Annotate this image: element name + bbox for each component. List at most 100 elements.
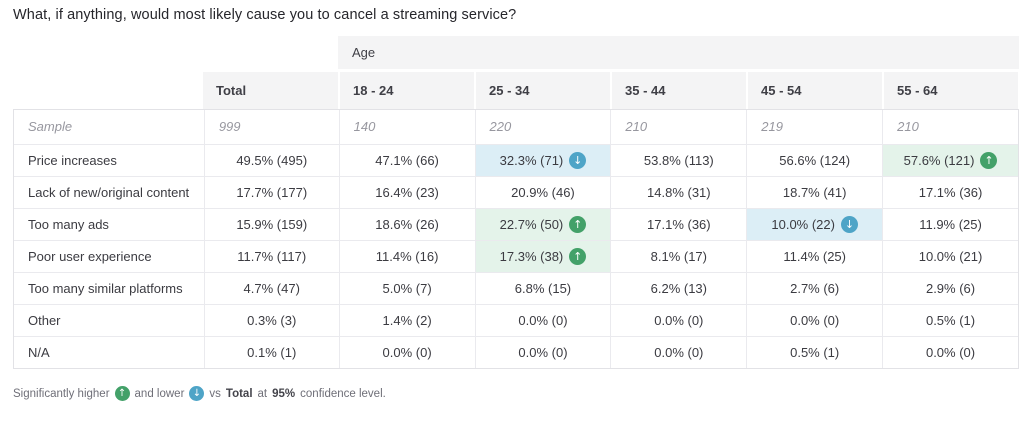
value-cell: 0.5% (1) bbox=[746, 336, 883, 368]
cell-value: 49.5% (495) bbox=[236, 152, 308, 168]
value-cell: 6.2% (13) bbox=[610, 272, 747, 304]
table-body: Sample 999 140 220 210 219 210 Price inc… bbox=[13, 109, 1019, 369]
sample-row-label: Sample bbox=[28, 119, 73, 134]
table-row: Too many similar platforms 4.7% (47) 5.0% … bbox=[14, 272, 1018, 304]
cell-value: 47.1% (66) bbox=[375, 152, 439, 168]
cell-value: 4.7% (47) bbox=[243, 280, 300, 296]
arrow-up-circle-icon: ↑ bbox=[569, 248, 587, 265]
value-cell: 0.1% (1) bbox=[203, 336, 339, 368]
footnote-lower-text: and lower bbox=[134, 387, 185, 400]
footnote-at-text: at bbox=[257, 387, 268, 400]
cell-value: 6.2% (13) bbox=[650, 280, 707, 296]
value-cell: 0.0% (0) bbox=[338, 336, 475, 368]
column-header-total: Total bbox=[203, 72, 338, 109]
cell-value: 1.4% (2) bbox=[382, 312, 432, 328]
cell-value: 57.6% (121) bbox=[903, 152, 975, 168]
table-row: Price increases 49.5% (495) 47.1% (66) 32.3… bbox=[14, 144, 1018, 176]
value-cell: 57.6% (121) ↑ bbox=[882, 144, 1018, 176]
row-label: Lack of new/original content bbox=[14, 176, 204, 208]
cell-value: 0.3% (3) bbox=[247, 312, 297, 328]
cell-value: 0.0% (0) bbox=[654, 312, 704, 328]
significance-footnote: Significantly higher ↑ and lower ↓ vs To… bbox=[13, 386, 1024, 401]
value-cell: 11.9% (25) bbox=[882, 208, 1018, 240]
footnote-confidence-bold: 95% bbox=[272, 387, 296, 400]
column-header-55-64: 55 - 64 bbox=[882, 72, 1018, 109]
value-cell: 11.4% (25) bbox=[746, 240, 883, 272]
sample-value: 219 bbox=[746, 110, 882, 144]
cell-value: 20.9% (46) bbox=[511, 184, 575, 200]
table-row: Too many ads 15.9% (159) 18.6% (26) 22.7% (… bbox=[14, 208, 1018, 240]
value-cell: 6.8% (15) bbox=[474, 272, 611, 304]
value-cell: 8.1% (17) bbox=[610, 240, 747, 272]
value-cell: 4.7% (47) bbox=[203, 272, 339, 304]
cell-value: 17.1% (36) bbox=[918, 184, 983, 200]
cell-value: 0.5% (1) bbox=[925, 312, 976, 328]
value-cell: 10.0% (22) ↓ bbox=[746, 208, 883, 240]
value-cell: 11.4% (16) bbox=[338, 240, 475, 272]
sample-value: 999 bbox=[203, 110, 339, 144]
column-header-45-54: 45 - 54 bbox=[746, 72, 882, 109]
value-cell: 1.4% (2) bbox=[338, 304, 475, 336]
sample-value: 210 bbox=[882, 110, 1018, 144]
table-row: Lack of new/original content 17.7% (177) 1… bbox=[14, 176, 1018, 208]
value-cell: 0.0% (0) bbox=[610, 336, 747, 368]
value-cell: 22.7% (50) ↑ bbox=[474, 208, 611, 240]
value-cell: 47.1% (66) bbox=[338, 144, 475, 176]
cell-value: 11.4% (16) bbox=[375, 248, 439, 264]
cell-value: 14.8% (31) bbox=[647, 184, 711, 200]
row-label: Too many ads bbox=[14, 208, 204, 240]
row-label: Price increases bbox=[14, 144, 204, 176]
value-cell: 49.5% (495) bbox=[203, 144, 339, 176]
cell-value: 0.1% (1) bbox=[247, 344, 297, 360]
value-cell: 14.8% (31) bbox=[610, 176, 747, 208]
value-cell: 0.3% (3) bbox=[203, 304, 339, 336]
survey-crosstab-page: What, if anything, would most likely cau… bbox=[13, 7, 1024, 401]
value-cell: 0.0% (0) bbox=[474, 304, 611, 336]
footnote-higher-text: Significantly higher bbox=[13, 387, 110, 400]
value-cell: 0.0% (0) bbox=[474, 336, 611, 368]
table-row: Poor user experience 11.7% (117) 11.4% (16… bbox=[14, 240, 1018, 272]
cell-value: 32.3% (71) bbox=[499, 152, 564, 168]
cell-value: 16.4% (23) bbox=[375, 184, 439, 200]
arrow-up-circle-icon: ↑ bbox=[569, 216, 587, 233]
value-cell: 15.9% (159) bbox=[203, 208, 339, 240]
cell-value: 17.3% (38) bbox=[499, 248, 564, 264]
value-cell: 2.9% (6) bbox=[882, 272, 1018, 304]
value-cell: 10.0% (21) bbox=[882, 240, 1018, 272]
cell-value: 18.7% (41) bbox=[782, 184, 847, 200]
cell-value: 0.0% (0) bbox=[518, 344, 568, 360]
cell-value: 22.7% (50) bbox=[499, 216, 564, 232]
row-label: Other bbox=[14, 304, 204, 336]
arrow-down-circle-icon: ↓ bbox=[189, 386, 205, 401]
row-label: Too many similar platforms bbox=[14, 272, 204, 304]
arrow-up-circle-icon: ↑ bbox=[980, 152, 998, 169]
cell-value: 2.7% (6) bbox=[790, 280, 840, 296]
cell-value: 10.0% (22) bbox=[771, 216, 835, 232]
value-cell: 20.9% (46) bbox=[474, 176, 611, 208]
value-cell: 0.0% (0) bbox=[882, 336, 1018, 368]
cell-value: 17.7% (177) bbox=[236, 184, 308, 200]
value-cell: 56.6% (124) bbox=[746, 144, 883, 176]
footnote-total-bold: Total bbox=[225, 387, 253, 400]
arrow-down-circle-icon: ↓ bbox=[840, 216, 858, 233]
cell-value: 0.0% (0) bbox=[382, 344, 432, 360]
value-cell: 11.7% (117) bbox=[203, 240, 339, 272]
cell-value: 0.0% (0) bbox=[518, 312, 568, 328]
value-cell: 53.8% (113) bbox=[610, 144, 747, 176]
arrow-up-circle-icon: ↑ bbox=[114, 386, 130, 401]
cell-value: 56.6% (124) bbox=[779, 152, 851, 168]
value-cell: 17.7% (177) bbox=[203, 176, 339, 208]
crosstab-table: Age Total 18 - 24 25 - 34 35 - 44 45 - 5… bbox=[13, 36, 1019, 369]
cell-value: 2.9% (6) bbox=[925, 280, 976, 296]
cell-value: 11.4% (25) bbox=[783, 248, 846, 264]
sample-value: 140 bbox=[338, 110, 475, 144]
table-row: Other 0.3% (3) 1.4% (2) 0.0% (0) 0.0% (0) 0.0… bbox=[14, 304, 1018, 336]
value-cell: 17.1% (36) bbox=[882, 176, 1018, 208]
header-spacer bbox=[13, 72, 203, 109]
age-group-header-row: Age bbox=[13, 36, 1019, 69]
cell-value: 53.8% (113) bbox=[643, 152, 714, 168]
column-header-row: Total 18 - 24 25 - 34 35 - 44 45 - 54 55… bbox=[13, 72, 1019, 109]
age-group-header: Age bbox=[338, 36, 1019, 69]
value-cell: 18.6% (26) bbox=[338, 208, 475, 240]
cell-value: 0.0% (0) bbox=[654, 344, 704, 360]
